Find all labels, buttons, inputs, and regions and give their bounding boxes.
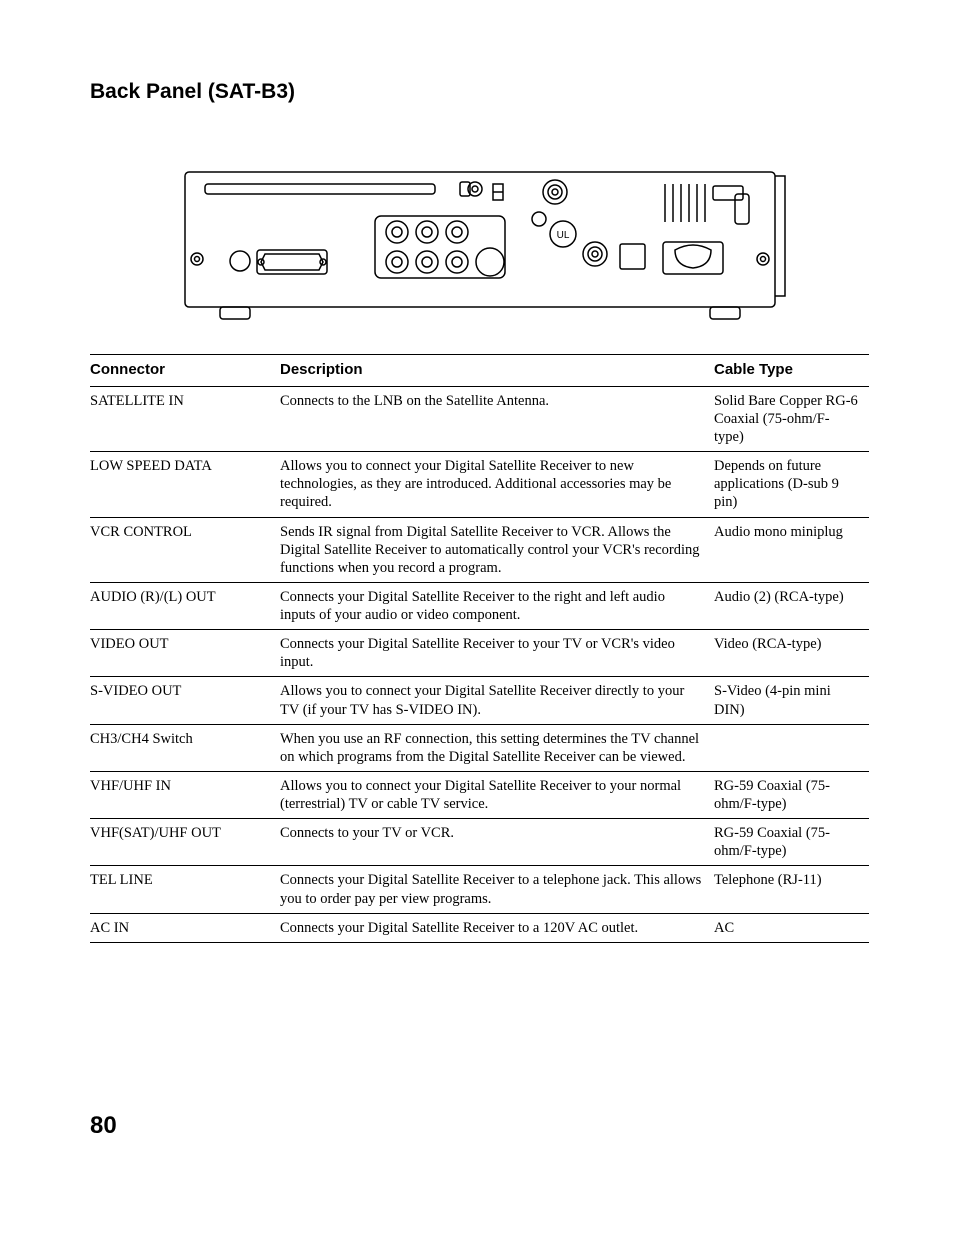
page-title: Back Panel (SAT-B3) — [90, 80, 869, 104]
cell-cabletype: S-Video (4-pin mini DIN) — [714, 677, 869, 724]
cell-connector: TEL LINE — [90, 866, 280, 913]
cell-description: Allows you to connect your Digital Satel… — [280, 452, 714, 517]
cell-description: When you use an RF connection, this sett… — [280, 724, 714, 771]
cell-description: Connects to your TV or VCR. — [280, 819, 714, 866]
cell-cabletype: Telephone (RJ-11) — [714, 866, 869, 913]
cell-connector: VCR CONTROL — [90, 517, 280, 582]
cell-connector: AC IN — [90, 913, 280, 942]
connector-table: Connector Description Cable Type SATELLI… — [90, 354, 869, 943]
back-panel-diagram: UL — [90, 164, 869, 329]
col-header-description: Description — [280, 355, 714, 387]
cell-description: Allows you to connect your Digital Satel… — [280, 677, 714, 724]
cell-description: Sends IR signal from Digital Satellite R… — [280, 517, 714, 582]
cell-cabletype — [714, 724, 869, 771]
cell-cabletype: Audio (2) (RCA-type) — [714, 582, 869, 629]
cell-cabletype: Solid Bare Copper RG-6 Coaxial (75-ohm/F… — [714, 386, 869, 451]
cell-cabletype: RG-59 Coaxial (75-ohm/F-type) — [714, 771, 869, 818]
cell-cabletype: RG-59 Coaxial (75-ohm/F-type) — [714, 819, 869, 866]
cell-description: Allows you to connect your Digital Satel… — [280, 771, 714, 818]
svg-text:UL: UL — [556, 230, 569, 241]
cell-cabletype: Depends on future applications (D-sub 9 … — [714, 452, 869, 517]
cell-connector: S-VIDEO OUT — [90, 677, 280, 724]
table-row: CH3/CH4 SwitchWhen you use an RF connect… — [90, 724, 869, 771]
cell-description: Connects your Digital Satellite Receiver… — [280, 913, 714, 942]
table-row: TEL LINEConnects your Digital Satellite … — [90, 866, 869, 913]
cell-description: Connects your Digital Satellite Receiver… — [280, 630, 714, 677]
table-row: VHF/UHF INAllows you to connect your Dig… — [90, 771, 869, 818]
table-row: SATELLITE INConnects to the LNB on the S… — [90, 386, 869, 451]
cell-description: Connects your Digital Satellite Receiver… — [280, 582, 714, 629]
table-row: VHF(SAT)/UHF OUTConnects to your TV or V… — [90, 819, 869, 866]
table-row: S-VIDEO OUTAllows you to connect your Di… — [90, 677, 869, 724]
cell-description: Connects your Digital Satellite Receiver… — [280, 866, 714, 913]
cell-cabletype: Audio mono miniplug — [714, 517, 869, 582]
col-header-connector: Connector — [90, 355, 280, 387]
page-number: 80 — [90, 1112, 117, 1140]
table-header-row: Connector Description Cable Type — [90, 355, 869, 387]
cell-connector: AUDIO (R)/(L) OUT — [90, 582, 280, 629]
table-row: VIDEO OUTConnects your Digital Satellite… — [90, 630, 869, 677]
table-row: VCR CONTROLSends IR signal from Digital … — [90, 517, 869, 582]
table-row: AC INConnects your Digital Satellite Rec… — [90, 913, 869, 942]
cell-description: Connects to the LNB on the Satellite Ant… — [280, 386, 714, 451]
cell-cabletype: Video (RCA-type) — [714, 630, 869, 677]
table-row: LOW SPEED DATAAllows you to connect your… — [90, 452, 869, 517]
cell-connector: SATELLITE IN — [90, 386, 280, 451]
cell-connector: CH3/CH4 Switch — [90, 724, 280, 771]
table-row: AUDIO (R)/(L) OUTConnects your Digital S… — [90, 582, 869, 629]
col-header-cabletype: Cable Type — [714, 355, 869, 387]
cell-connector: VHF(SAT)/UHF OUT — [90, 819, 280, 866]
cell-connector: VHF/UHF IN — [90, 771, 280, 818]
cell-connector: LOW SPEED DATA — [90, 452, 280, 517]
cell-cabletype: AC — [714, 913, 869, 942]
cell-connector: VIDEO OUT — [90, 630, 280, 677]
